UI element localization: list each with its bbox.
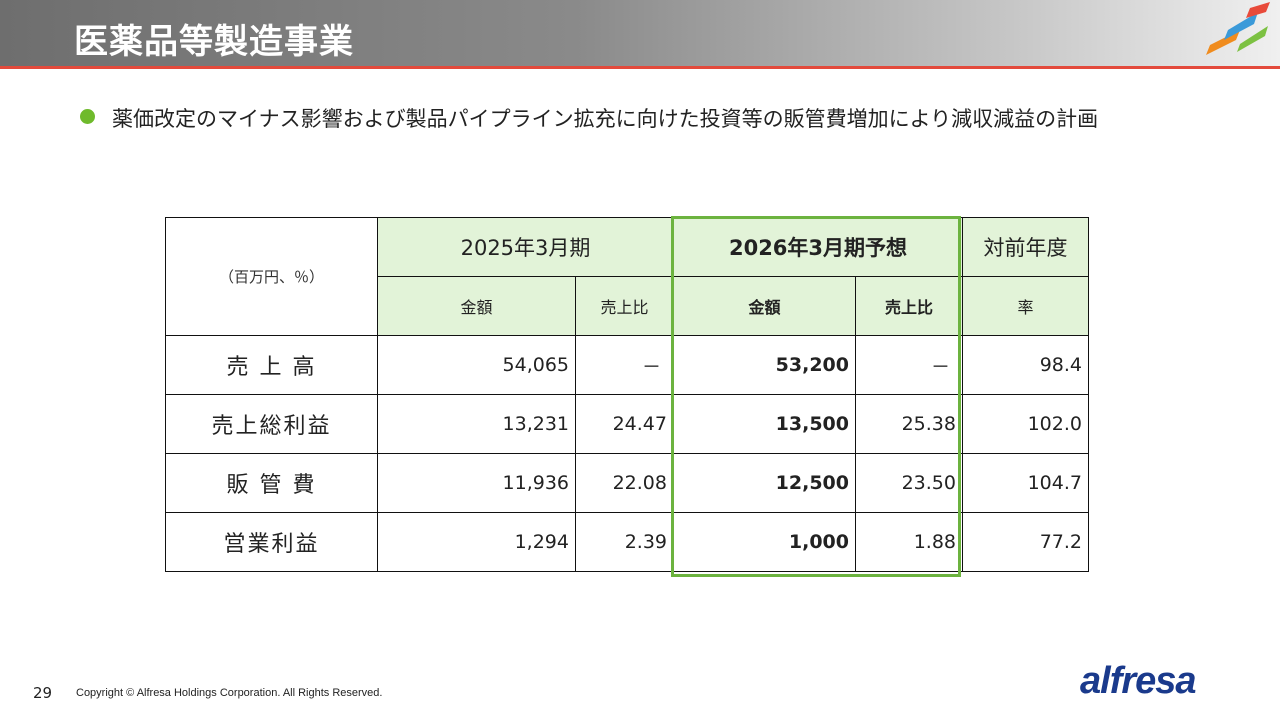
- unit-label: （百万円、％）: [165, 217, 378, 336]
- table-row: 営業利益 1,294 2.39 1,000 1.88 77.2: [165, 512, 1089, 572]
- subheader-amount-2026: 金額: [673, 276, 856, 336]
- yoy-rate: 104.7: [962, 453, 1089, 513]
- ratio-2025: 22.08: [575, 453, 674, 513]
- table-row: 販 管 費 11,936 22.08 12,500 23.50 104.7: [165, 453, 1089, 513]
- amount-2025: 13,231: [377, 394, 576, 454]
- ratio-2025: 24.47: [575, 394, 674, 454]
- ratio-2026: 25.38: [855, 394, 963, 454]
- yoy-rate: 77.2: [962, 512, 1089, 572]
- amount-2025: 11,936: [377, 453, 576, 513]
- subheader-rate: 率: [962, 276, 1089, 336]
- financial-table: （百万円、％） 2025年3月期 2026年3月期予想 対前年度 金額 売上比 …: [165, 217, 1089, 572]
- yoy-rate: 98.4: [962, 335, 1089, 395]
- ratio-2026: 23.50: [855, 453, 963, 513]
- table-row: 売 上 高 54,065 － 53,200 － 98.4: [165, 335, 1089, 395]
- subheader-amount-2025: 金額: [377, 276, 576, 336]
- subheader-ratio-2025: 売上比: [575, 276, 674, 336]
- table-row: 売上総利益 13,231 24.47 13,500 25.38 102.0: [165, 394, 1089, 454]
- amount-2026: 53,200: [673, 335, 856, 395]
- row-label: 売 上 高: [165, 335, 378, 395]
- copyright-text: Copyright © Alfresa Holdings Corporation…: [76, 687, 383, 699]
- corner-logo-graphic: [1206, 2, 1270, 55]
- header-fy2026-forecast: 2026年3月期予想: [673, 217, 963, 277]
- bullet-icon: [80, 109, 95, 124]
- ratio-2025: －: [575, 335, 674, 395]
- row-label: 営業利益: [165, 512, 378, 572]
- amount-2026: 13,500: [673, 394, 856, 454]
- ratio-2026: 1.88: [855, 512, 963, 572]
- amount-2025: 1,294: [377, 512, 576, 572]
- summary-bullet-text: 薬価改定のマイナス影響および製品パイプライン拡充に向けた投資等の販管費増加により…: [112, 107, 1099, 131]
- yoy-rate: 102.0: [962, 394, 1089, 454]
- header-bar: [0, 0, 1280, 68]
- row-label: 売上総利益: [165, 394, 378, 454]
- alfresa-logo: alfresa: [1080, 660, 1197, 702]
- header-divider: [0, 66, 1280, 69]
- row-label: 販 管 費: [165, 453, 378, 513]
- header-fy2025: 2025年3月期: [377, 217, 674, 277]
- subheader-ratio-2026: 売上比: [855, 276, 963, 336]
- ratio-2026: －: [855, 335, 963, 395]
- ratio-2025: 2.39: [575, 512, 674, 572]
- amount-2026: 1,000: [673, 512, 856, 572]
- amount-2025: 54,065: [377, 335, 576, 395]
- page-title: 医薬品等製造事業: [74, 22, 354, 62]
- page-number: 29: [33, 684, 53, 702]
- amount-2026: 12,500: [673, 453, 856, 513]
- header-yoy: 対前年度: [962, 217, 1089, 277]
